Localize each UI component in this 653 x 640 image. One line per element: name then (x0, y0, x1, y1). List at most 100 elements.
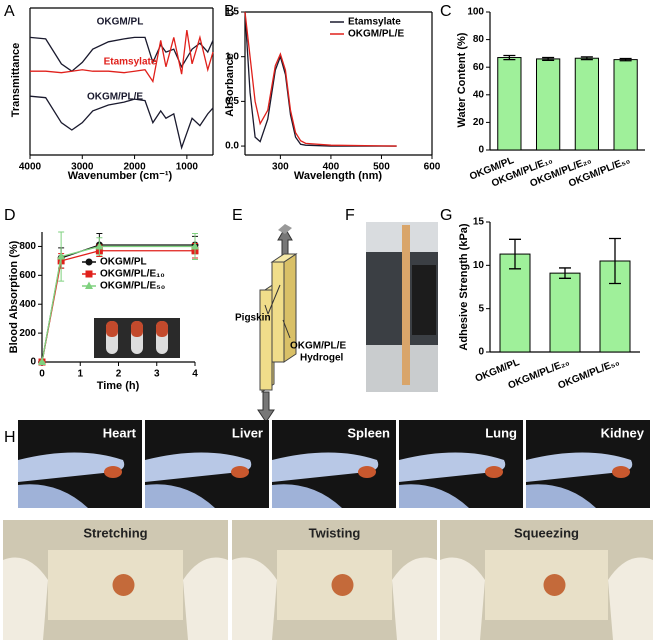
error-bar (609, 237, 621, 285)
y-tick-label: 20 (473, 117, 485, 128)
y-tick-label: 80 (473, 34, 485, 45)
y-tick-label: 10 (473, 260, 485, 271)
x-tick-label: 2 (116, 369, 122, 380)
y-tick-label: 600 (19, 270, 36, 281)
x-tick-label: 300 (272, 162, 289, 173)
error-bar (580, 56, 593, 61)
hydrogel (231, 466, 249, 478)
legend-label: OKGM/PL (100, 257, 147, 268)
glove (608, 557, 653, 640)
marker (38, 357, 46, 365)
x-axis-label: Wavelength (nm) (294, 170, 383, 182)
hydrogel (485, 466, 503, 478)
x-tick-label: 500 (373, 162, 390, 173)
y-tick-label: 200 (19, 328, 36, 339)
error-bar (619, 57, 632, 62)
x-tick-label: 4 (192, 369, 198, 380)
y-tick-label: 1.5 (225, 7, 239, 18)
panel-label: A (4, 3, 15, 20)
panel-label: C (440, 3, 452, 20)
y-tick-label: 0.5 (225, 96, 239, 107)
marker (57, 252, 66, 260)
series-line (244, 11, 397, 147)
y-axis-label: Transmittance (10, 43, 22, 118)
hydrogel (331, 574, 354, 596)
y-tick-label: 1.0 (225, 51, 239, 62)
hydrogel (612, 466, 630, 478)
error-bar (559, 267, 571, 279)
series-label: OKGM/PL/E (87, 92, 143, 103)
y-tick-label: 0 (30, 357, 36, 368)
glove (526, 452, 633, 482)
panel-label: E (232, 207, 243, 224)
glove (232, 557, 277, 640)
glove (272, 484, 342, 508)
y-tick-label: 40 (473, 89, 485, 100)
error-bar (503, 54, 516, 61)
diagram-label: OKGM/PL/E (290, 341, 346, 352)
hydrogel (104, 466, 122, 478)
hydrogel (112, 574, 135, 596)
series-line (29, 95, 214, 150)
glove (272, 452, 379, 482)
photo-label: Twisting (309, 525, 361, 540)
photo-label: Kidney (601, 425, 645, 440)
photo-label: Stretching (83, 525, 147, 540)
glove (183, 557, 228, 640)
x-tick-label: 3 (154, 369, 160, 380)
glove (18, 452, 125, 482)
y-tick-label: 400 (19, 299, 36, 310)
series-label: OKGM/PL (97, 17, 144, 28)
glove (145, 484, 215, 508)
x-tick-label: 2000 (123, 162, 146, 173)
x-tick-label: 1000 (176, 162, 199, 173)
y-axis-label: Absorbance (224, 53, 236, 117)
glove (440, 557, 485, 640)
x-tick-label: 4000 (19, 162, 42, 173)
bar (499, 253, 531, 353)
hydrogel (543, 574, 566, 596)
x-axis-label: Wavenumber (cm⁻¹) (68, 170, 173, 182)
panel-label: H (4, 429, 16, 446)
glove (399, 452, 506, 482)
glove (399, 484, 469, 508)
y-tick-label: 0 (478, 347, 484, 358)
marker (85, 281, 93, 289)
bar (549, 272, 581, 353)
x-axis-label: Time (h) (97, 380, 140, 392)
y-tick-label: 800 (19, 241, 36, 252)
marker (191, 241, 199, 250)
series-line (41, 245, 195, 363)
panel-label: G (440, 207, 452, 224)
adhesion-diagram: Pigskin OKGM/PL/E Hydrogel (235, 224, 346, 423)
panel-label: B (224, 3, 235, 20)
bar (574, 57, 599, 151)
x-tick-label: 600 (424, 162, 441, 173)
diagram-label: Pigskin (235, 313, 271, 324)
photo-label: Liver (232, 425, 263, 440)
legend-label: Etamsylate (348, 17, 401, 28)
y-axis-label: Blood Absorption (%) (8, 240, 20, 353)
photo-label: Squeezing (514, 525, 579, 540)
x-tick-label: 3000 (71, 162, 94, 173)
bar (536, 58, 561, 151)
series-label: Etamsylate (104, 57, 157, 68)
x-tick-label: 0 (39, 369, 45, 380)
marker (85, 258, 93, 266)
x-tick-label: 400 (323, 162, 340, 173)
bar (497, 57, 522, 151)
series-line (29, 36, 214, 73)
y-tick-label: 0.0 (225, 141, 239, 152)
photo-label: Heart (103, 425, 137, 440)
y-tick-label: 60 (473, 62, 485, 73)
error-bar (509, 238, 521, 270)
legend-label: OKGM/PL/E₅₀ (100, 281, 165, 292)
tensile-photo (366, 222, 438, 392)
marker (85, 270, 93, 278)
panel-label: F (345, 207, 355, 224)
legend-label: OKGM/PL/E (348, 29, 404, 40)
y-axis-label: Water Content (%) (456, 32, 468, 127)
x-tick-label: 1 (77, 369, 83, 380)
